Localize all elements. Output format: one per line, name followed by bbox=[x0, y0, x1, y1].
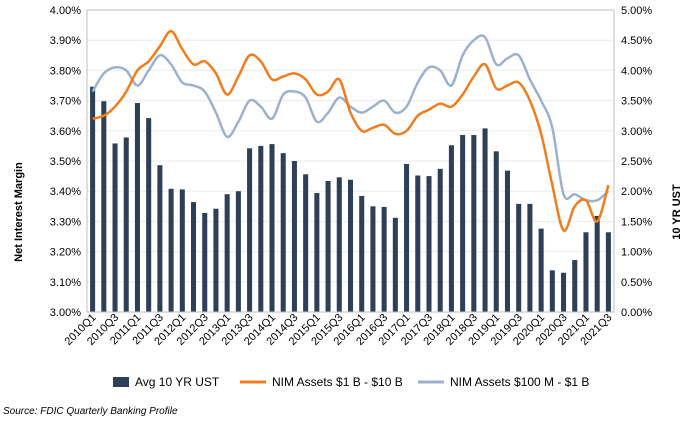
ust-bar bbox=[258, 145, 264, 312]
ust-bar bbox=[224, 194, 230, 312]
ust-bar bbox=[426, 176, 432, 312]
legend-item-nim-large: NIM Assets $1 B - $10 B bbox=[240, 375, 403, 389]
ust-bar bbox=[314, 193, 320, 312]
legend-label-ust: Avg 10 YR UST bbox=[135, 375, 220, 389]
ust-bar bbox=[504, 170, 511, 312]
ust-bar bbox=[123, 137, 129, 312]
ust-bar bbox=[280, 153, 286, 312]
ust-bar bbox=[404, 164, 410, 312]
source-note: Source: FDIC Quarterly Banking Profile bbox=[3, 406, 178, 417]
ust-bar bbox=[213, 208, 219, 312]
ust-bar bbox=[437, 168, 443, 312]
right-tick-label: 2.50% bbox=[621, 156, 652, 168]
right-tick-label: 4.50% bbox=[621, 35, 652, 47]
left-axis-title: Net Interest Margin bbox=[13, 162, 25, 262]
left-axis-ticks: 3.00% 3.10% 3.20% 3.30% 3.40% 3.50% 3.60% 3.70%… bbox=[50, 5, 81, 319]
right-axis-title: 10 YR UST bbox=[671, 184, 683, 240]
ust-bar bbox=[247, 148, 253, 312]
ust-bar bbox=[291, 161, 297, 312]
nim-large-line bbox=[92, 29, 610, 232]
ust-bar bbox=[112, 143, 118, 312]
ust-bar bbox=[605, 232, 611, 312]
right-tick-label: 0.00% bbox=[621, 307, 652, 319]
ust-bar bbox=[179, 189, 185, 312]
left-tick-label: 3.50% bbox=[50, 156, 81, 168]
ust-bar bbox=[269, 144, 275, 312]
right-tick-label: 5.00% bbox=[621, 5, 652, 17]
left-tick-label: 3.40% bbox=[50, 186, 81, 198]
ust-bar bbox=[583, 232, 589, 312]
ust-bar bbox=[235, 191, 241, 312]
ust-bar bbox=[134, 103, 140, 313]
left-tick-label: 3.00% bbox=[50, 307, 81, 319]
ust-bar bbox=[381, 206, 387, 312]
ust-bar bbox=[202, 212, 208, 312]
ust-bar bbox=[157, 165, 163, 312]
axes bbox=[86, 9, 615, 313]
legend-item-nim-small: NIM Assets $100 M - $1 B bbox=[418, 375, 589, 389]
legend-swatch-ust bbox=[113, 377, 129, 387]
ust-bar bbox=[347, 179, 354, 312]
ust-bar bbox=[471, 135, 477, 312]
ust-bar bbox=[516, 203, 522, 312]
right-tick-label: 3.50% bbox=[621, 96, 652, 108]
ust-bar bbox=[415, 175, 421, 312]
ust-bar bbox=[538, 228, 544, 312]
left-tick-label: 3.20% bbox=[50, 247, 81, 259]
ust-bar bbox=[146, 118, 152, 312]
ust-bar bbox=[359, 196, 365, 312]
legend-item-ust: Avg 10 YR UST bbox=[113, 375, 220, 389]
left-tick-label: 3.10% bbox=[50, 277, 81, 289]
ust-bar bbox=[190, 202, 197, 312]
left-tick-label: 3.70% bbox=[50, 96, 81, 108]
ust-bar bbox=[336, 177, 342, 312]
ust-bar bbox=[594, 215, 600, 312]
nim-lines bbox=[91, 29, 610, 232]
nim-small-line bbox=[91, 34, 610, 203]
legend-label-nim-small: NIM Assets $100 M - $1 B bbox=[450, 375, 589, 389]
ust-bar bbox=[482, 128, 488, 312]
ust-bar bbox=[527, 203, 533, 312]
legend-label-nim-large: NIM Assets $1 B - $10 B bbox=[272, 375, 403, 389]
left-tick-label: 3.30% bbox=[50, 216, 81, 228]
ust-bar bbox=[392, 217, 398, 312]
ust-bars bbox=[90, 86, 611, 313]
left-tick-label: 4.00% bbox=[50, 5, 81, 17]
ust-bar bbox=[325, 180, 331, 312]
ust-bar bbox=[561, 272, 567, 312]
left-tick-label: 3.60% bbox=[50, 126, 81, 138]
right-tick-label: 1.00% bbox=[621, 247, 652, 259]
ust-bar bbox=[460, 135, 466, 312]
ust-bar bbox=[370, 206, 376, 312]
ust-bar bbox=[572, 260, 578, 312]
left-tick-label: 3.90% bbox=[50, 35, 81, 47]
ust-bar bbox=[448, 145, 454, 312]
right-tick-label: 4.00% bbox=[621, 65, 652, 77]
ust-bar bbox=[549, 270, 555, 312]
right-tick-label: 1.50% bbox=[621, 216, 652, 228]
left-tick-label: 3.80% bbox=[50, 65, 81, 77]
plot-border bbox=[86, 9, 615, 313]
right-tick-label: 0.50% bbox=[621, 277, 652, 289]
right-tick-label: 2.00% bbox=[621, 186, 652, 198]
x-axis-ticks: 2010Q12010Q32011Q12011Q32012Q12012Q32013… bbox=[63, 312, 615, 348]
ust-bar bbox=[303, 174, 309, 312]
ust-bar bbox=[101, 101, 107, 312]
right-axis-ticks: 0.00% 0.50% 1.00% 1.50% 2.00% 2.50% 3.00% 3.50%… bbox=[621, 5, 652, 319]
legend: Avg 10 YR UST NIM Assets $1 B - $10 B NI… bbox=[113, 375, 589, 389]
ust-bar bbox=[493, 151, 499, 312]
ust-bar bbox=[168, 188, 174, 312]
ust-bar bbox=[90, 86, 96, 312]
right-tick-label: 3.00% bbox=[621, 126, 652, 138]
